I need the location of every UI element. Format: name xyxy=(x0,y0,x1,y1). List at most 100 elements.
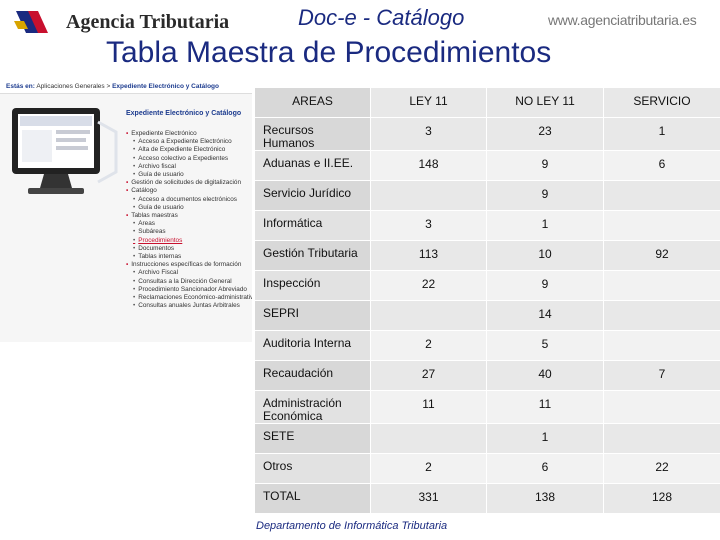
portal-menu-item[interactable]: Gestión de solicitudes de digitalización xyxy=(126,179,252,187)
table-row: Otros 2 6 22 xyxy=(254,453,720,484)
portal-menu-list: Expediente ElectrónicoAcceso a Expedient… xyxy=(126,130,252,310)
table-row: Administración Económica 11 11 xyxy=(254,390,720,424)
column-header-servicio: SERVICIO xyxy=(603,87,720,118)
table-row: Inspección 22 9 xyxy=(254,270,720,301)
table-row: Aduanas e II.EE. 148 9 6 xyxy=(254,150,720,181)
area-cell: Auditoria Interna xyxy=(254,330,371,361)
breadcrumb-item[interactable]: Aplicaciones Generales xyxy=(36,83,105,90)
portal-menu-item[interactable]: Reclamaciones Económico-administrativas xyxy=(126,294,252,302)
ley11-cell: 148 xyxy=(370,150,487,181)
portal-menu-item[interactable]: Acceso a Expediente Electrónico xyxy=(126,138,252,146)
portal-menu-item[interactable]: Guía de usuario xyxy=(126,204,252,212)
breadcrumb-location-label: Estás en: xyxy=(6,83,35,90)
table-header-row: AREAS LEY 11 NO LEY 11 SERVICIO xyxy=(254,87,720,118)
no-ley11-cell: 9 xyxy=(486,180,604,211)
breadcrumb-item-current[interactable]: Expediente Electrónico y Catálogo xyxy=(112,83,219,90)
breadcrumb-separator: > xyxy=(106,83,111,90)
no-ley11-cell: 138 xyxy=(486,483,604,514)
no-ley11-cell: 9 xyxy=(486,150,604,181)
table-row: Recursos Humanos 3 23 1 xyxy=(254,117,720,151)
portal-menu-item[interactable]: Catálogo xyxy=(126,187,252,195)
ley11-cell: 2 xyxy=(370,330,487,361)
ley11-cell: 331 xyxy=(370,483,487,514)
servicio-cell: 22 xyxy=(603,453,720,484)
footer-department: Departamento de Informática Tributaria xyxy=(256,520,448,532)
portal-section-heading: Expediente Electrónico y Catálogo xyxy=(126,110,242,117)
area-cell: Aduanas e II.EE. xyxy=(254,150,371,181)
ley11-cell: 2 xyxy=(370,453,487,484)
ley11-cell: 113 xyxy=(370,240,487,271)
portal-menu-item[interactable]: Instrucciones específicas de formación xyxy=(126,261,252,269)
portal-menu-item[interactable]: Archivo Fiscal xyxy=(126,269,252,277)
portal-menu-item[interactable]: Consultas anuales Juntas Arbitrales xyxy=(126,302,252,310)
area-cell: Recaudación xyxy=(254,360,371,391)
servicio-cell xyxy=(603,180,720,211)
servicio-cell: 1 xyxy=(603,117,720,151)
no-ley11-cell: 6 xyxy=(486,453,604,484)
servicio-cell xyxy=(603,390,720,424)
page-title: Tabla Maestra de Procedimientos xyxy=(106,36,552,69)
no-ley11-cell: 1 xyxy=(486,210,604,241)
portal-menu-item[interactable]: Acceso a documentos electrónicos xyxy=(126,196,252,204)
area-cell: Gestión Tributaria xyxy=(254,240,371,271)
portal-menu-item[interactable]: Documentos xyxy=(126,245,252,253)
table-row: Servicio Jurídico 9 xyxy=(254,180,720,211)
ley11-cell: 11 xyxy=(370,390,487,424)
portal-menu-item[interactable]: Áreas xyxy=(126,220,252,228)
portal-menu-item[interactable]: Tablas maestras xyxy=(126,212,252,220)
table-body: Recursos Humanos 3 23 1 Aduanas e II.EE. 148 9… xyxy=(254,117,720,514)
area-cell: Informática xyxy=(254,210,371,241)
table-row: SETE 1 xyxy=(254,423,720,454)
table-row: Recaudación 27 40 7 xyxy=(254,360,720,391)
ley11-cell: 27 xyxy=(370,360,487,391)
table-row: Gestión Tributaria 113 10 92 xyxy=(254,240,720,271)
servicio-cell: 7 xyxy=(603,360,720,391)
agency-emblem-icon xyxy=(14,7,52,37)
table-row: SEPRI 14 xyxy=(254,300,720,331)
servicio-cell xyxy=(603,270,720,301)
portal-menu-item[interactable]: Tablas internas xyxy=(126,253,252,261)
servicio-cell xyxy=(603,210,720,241)
area-cell: Servicio Jurídico xyxy=(254,180,371,211)
portal-menu-item[interactable]: Acceso colectivo a Expedientes xyxy=(126,155,252,163)
website-url: www.agenciatributaria.es xyxy=(548,12,697,28)
column-header-areas: AREAS xyxy=(254,87,371,118)
procedures-master-table: AREAS LEY 11 NO LEY 11 SERVICIO Recursos… xyxy=(254,87,720,514)
servicio-cell xyxy=(603,423,720,454)
servicio-cell xyxy=(603,330,720,361)
portal-menu-item[interactable]: Archivo fiscal xyxy=(126,163,252,171)
monitor-icon xyxy=(6,102,118,206)
servicio-cell: 128 xyxy=(603,483,720,514)
area-cell: SETE xyxy=(254,423,371,454)
area-cell: Recursos Humanos xyxy=(254,117,371,151)
portal-menu-item[interactable]: Subáreas xyxy=(126,228,252,236)
no-ley11-cell: 40 xyxy=(486,360,604,391)
no-ley11-cell: 11 xyxy=(486,390,604,424)
table-row: Auditoria Interna 2 5 xyxy=(254,330,720,361)
portal-menu-item[interactable]: Procedimiento Sancionador Abreviado xyxy=(126,286,252,294)
table-row: Informática 3 1 xyxy=(254,210,720,241)
no-ley11-cell: 5 xyxy=(486,330,604,361)
servicio-cell: 6 xyxy=(603,150,720,181)
ley11-cell xyxy=(370,423,487,454)
no-ley11-cell: 1 xyxy=(486,423,604,454)
servicio-cell xyxy=(603,300,720,331)
ley11-cell: 22 xyxy=(370,270,487,301)
ley11-cell: 3 xyxy=(370,117,487,151)
column-header-ley11: LEY 11 xyxy=(370,87,487,118)
agency-name: Agencia Tributaria xyxy=(66,10,230,33)
column-header-no-ley11: NO LEY 11 xyxy=(486,87,604,118)
area-cell: Administración Económica xyxy=(254,390,371,424)
portal-menu-item[interactable]: Guía de usuario xyxy=(126,171,252,179)
breadcrumb: Estás en: Aplicaciones Generales > Exped… xyxy=(0,80,252,94)
servicio-cell: 92 xyxy=(603,240,720,271)
portal-menu-item[interactable]: Expediente Electrónico xyxy=(126,130,252,138)
no-ley11-cell: 9 xyxy=(486,270,604,301)
table-row: TOTAL 331 138 128 xyxy=(254,483,720,514)
portal-menu-item[interactable]: Consultas a la Dirección General xyxy=(126,278,252,286)
portal-menu-item[interactable]: Alta de Expediente Electrónico xyxy=(126,146,252,154)
portal-menu-item[interactable]: Procedimientos xyxy=(126,237,252,245)
area-cell: SEPRI xyxy=(254,300,371,331)
no-ley11-cell: 10 xyxy=(486,240,604,271)
portal-screenshot: Estás en: Aplicaciones Generales > Exped… xyxy=(0,80,252,342)
